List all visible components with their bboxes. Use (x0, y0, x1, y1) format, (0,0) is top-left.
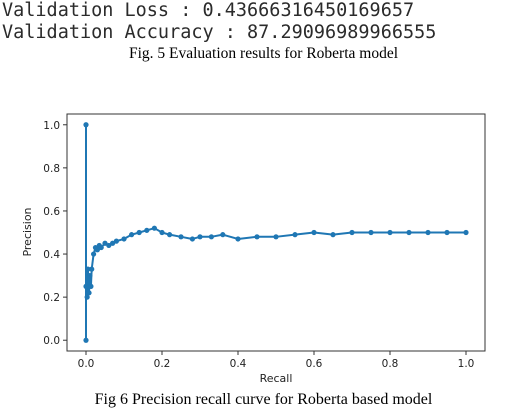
pr-curve-point (368, 229, 374, 236)
x-tick-label: 0.4 (230, 358, 247, 370)
y-tick-label: 0.6 (43, 206, 60, 218)
pr-curve-point (189, 236, 195, 242)
pr-curve-point (330, 232, 336, 238)
y-tick-label: 0.2 (43, 292, 60, 304)
pr-curve-point (85, 266, 91, 272)
pr-curve-point (197, 234, 203, 240)
pr-curve-point (220, 232, 226, 238)
plot-frame (66, 113, 486, 352)
pr-curve-point (144, 227, 150, 233)
pr-curve-point (311, 229, 317, 236)
y-tick-label: 0.0 (43, 335, 60, 347)
pr-curve-point (178, 234, 184, 240)
y-tick-label: 0.8 (43, 163, 60, 175)
pr-curve-point (88, 283, 94, 289)
pr-curve-point (444, 229, 450, 236)
pr-curve-point (235, 236, 241, 242)
pr-curve-point (113, 238, 119, 244)
y-axis-label: Precision (21, 207, 34, 256)
pr-curve-point (208, 234, 214, 240)
pr-curve-point (84, 294, 90, 300)
fig6-caption: Fig 6 Precision recall curve for Roberta… (94, 391, 433, 408)
validation-loss-text: Validation Loss : 0.43666316450169657 (2, 0, 415, 21)
x-tick-label: 0.2 (154, 358, 171, 370)
pr-curve-point (151, 225, 157, 231)
pr-curve-point (463, 229, 469, 236)
pr-curve-point (273, 234, 279, 240)
y-axis-ticks: 0.0 0.2 0.4 0.6 0.8 1.0 (43, 120, 67, 347)
pr-curve-point (292, 232, 298, 238)
pr-curve-point (91, 251, 97, 257)
pr-curve-point (387, 229, 393, 236)
pr-curve-series (83, 122, 469, 343)
pr-curve-point (83, 283, 89, 289)
x-tick-label: 1.0 (458, 358, 475, 370)
pr-curve-point (98, 244, 104, 251)
pr-curve-point (106, 242, 112, 249)
validation-accuracy-text: Validation Accuracy : 87.29096989966555 (2, 22, 437, 43)
pr-curve-point (254, 234, 260, 240)
x-tick-label: 0.6 (306, 358, 323, 370)
y-tick-label: 0.4 (43, 249, 60, 261)
pr-curve-point (159, 229, 165, 236)
pr-curve-point (86, 290, 92, 296)
pr-curve-point (94, 247, 100, 253)
pr-curve-point (167, 232, 173, 238)
x-axis-label: Recall (260, 372, 293, 385)
y-tick-label: 1.0 (43, 120, 60, 132)
pr-curve-point (349, 229, 355, 236)
x-tick-label: 0.8 (382, 358, 399, 370)
plot-area (66, 113, 486, 352)
fig5-caption: Fig. 5 Evaluation results for Roberta mo… (128, 45, 399, 62)
pr-curve-point (129, 232, 135, 238)
pr-curve-point (83, 337, 89, 343)
pr-curve-point (136, 229, 142, 236)
pr-curve-point (83, 122, 89, 128)
x-tick-label: 0.0 (78, 358, 95, 370)
pr-curve-point (110, 240, 116, 246)
x-axis-ticks: 0.0 0.2 0.4 0.6 0.8 1.0 (78, 351, 475, 370)
pr-curve-point (102, 240, 108, 246)
pr-curve-point (87, 272, 93, 279)
pr-curve-point (425, 229, 431, 236)
pr-curve-point (89, 266, 95, 272)
pr-curve-point (406, 229, 412, 236)
pr-curve-point (121, 236, 127, 242)
